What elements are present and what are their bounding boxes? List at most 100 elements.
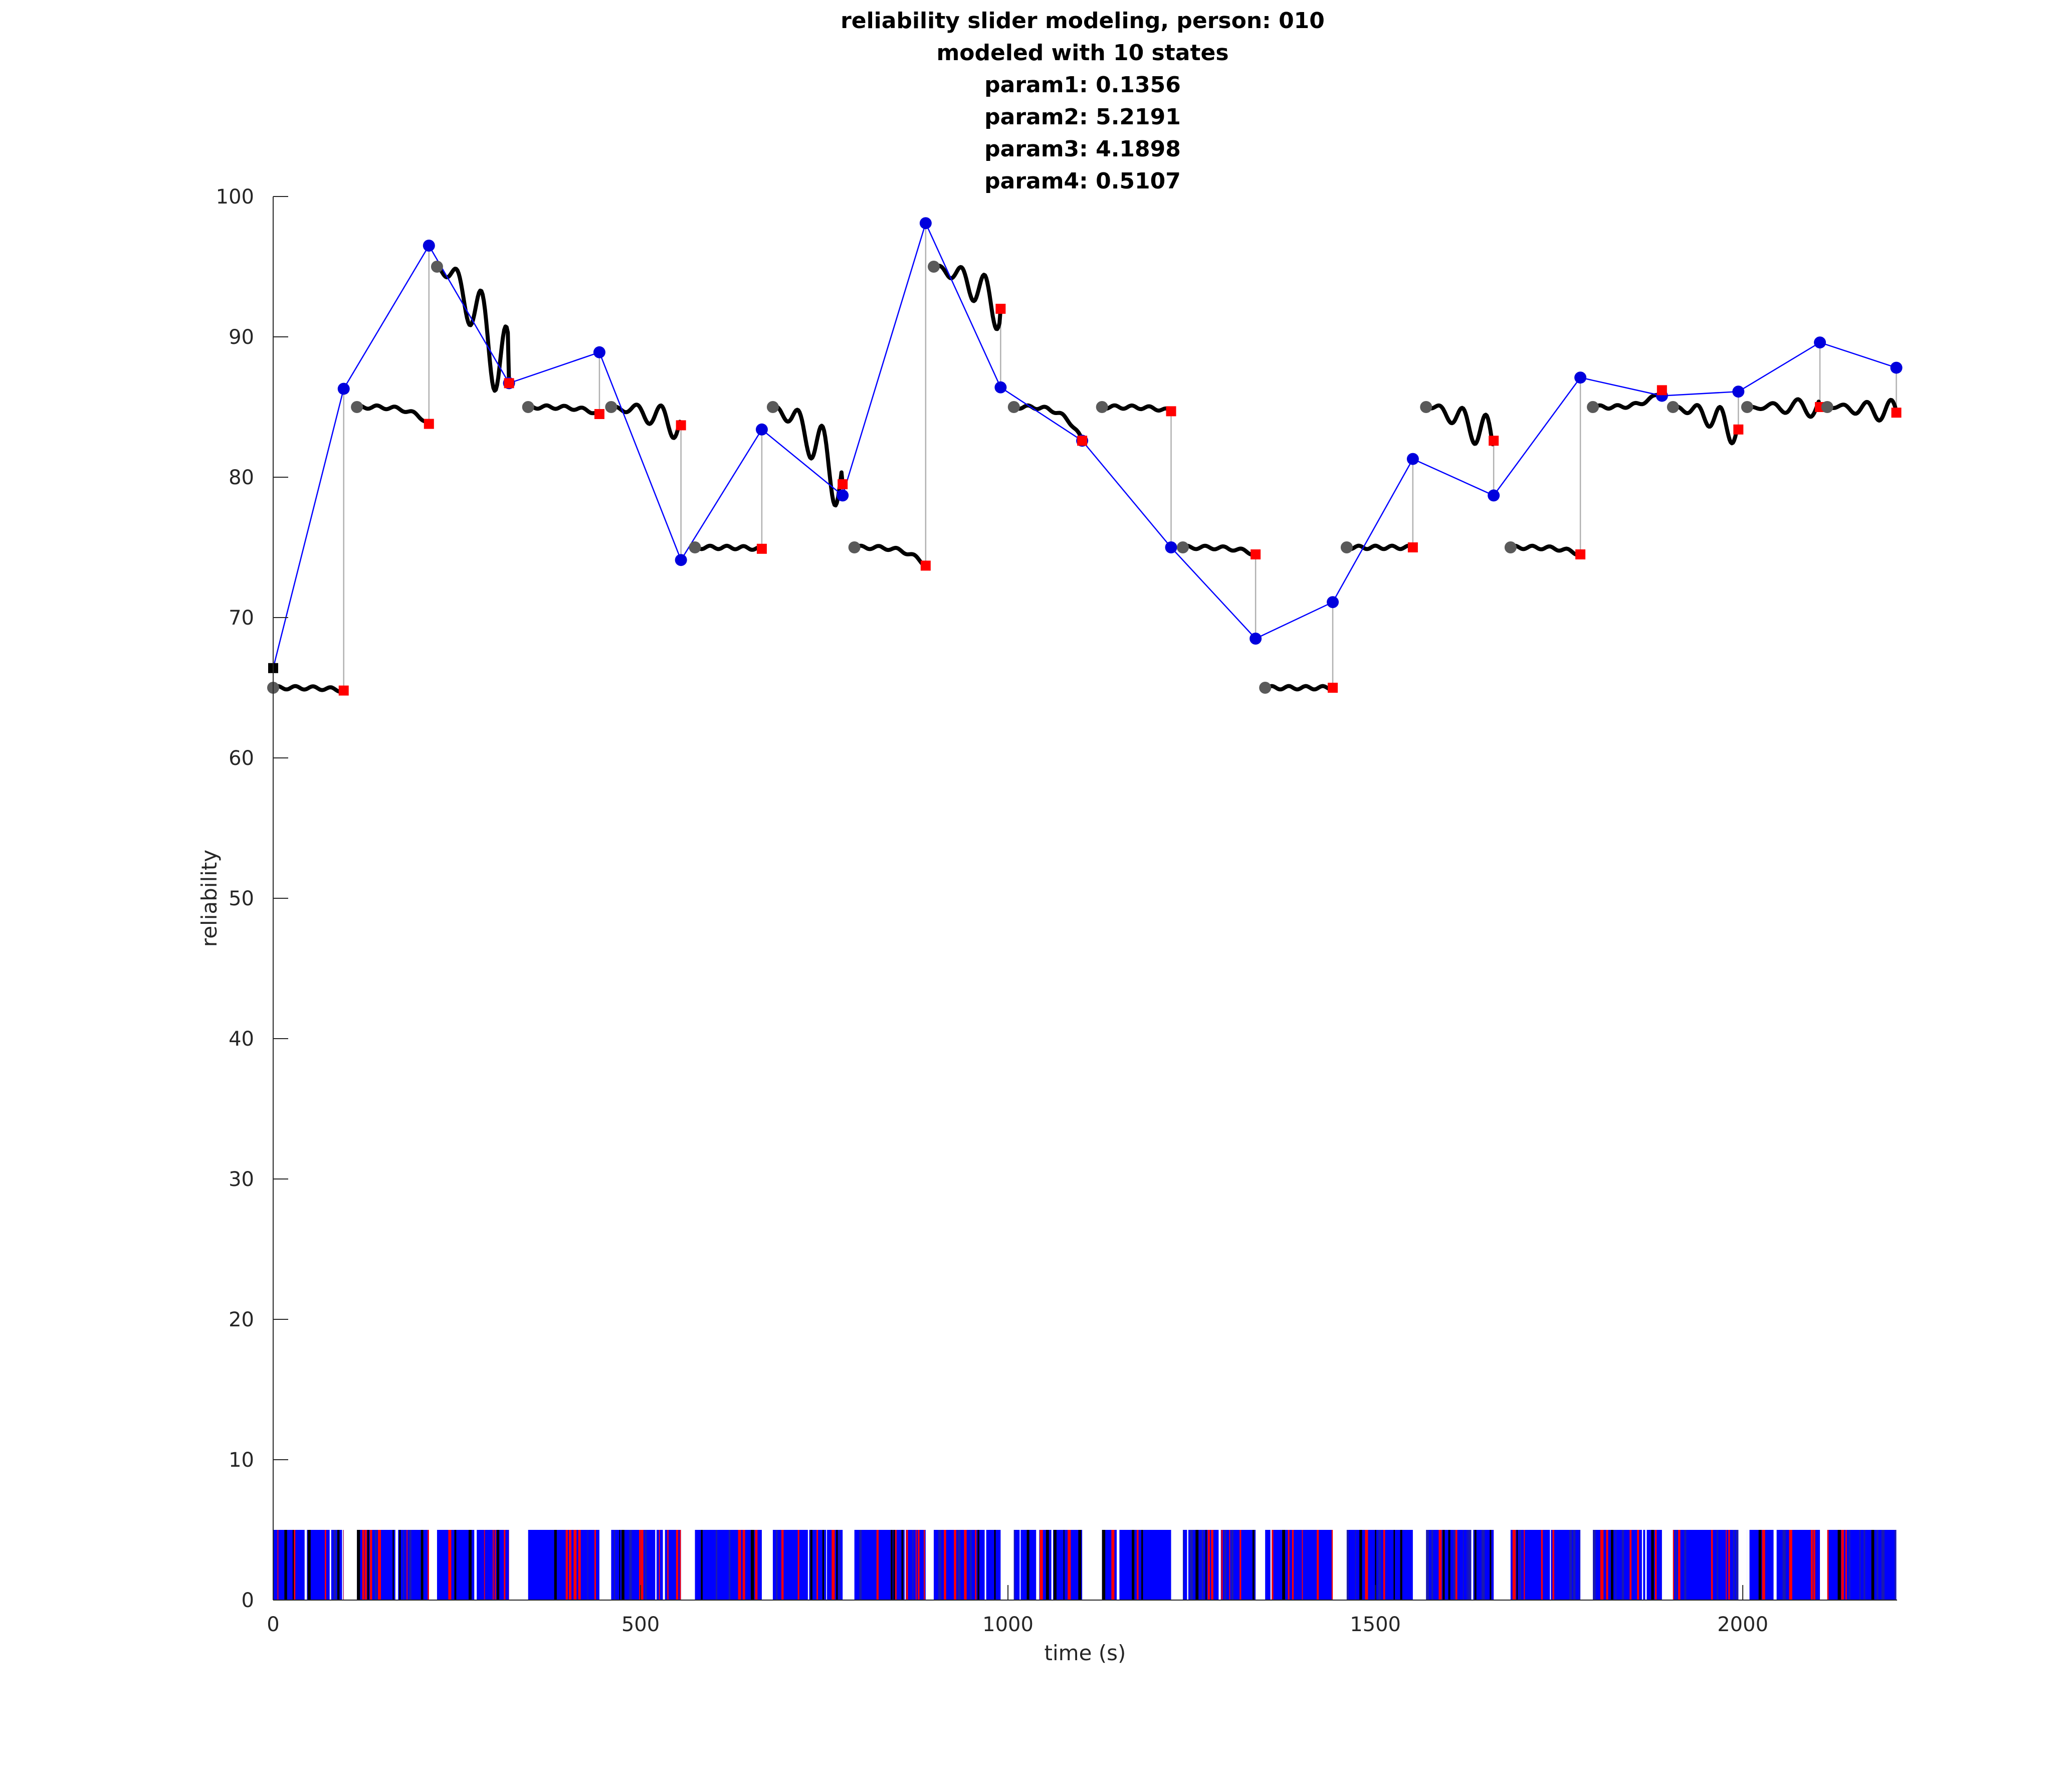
model-point bbox=[423, 240, 435, 252]
segment-start-marker bbox=[1587, 401, 1599, 413]
event-stripe bbox=[1645, 1530, 1647, 1600]
event-stripe bbox=[1068, 1530, 1071, 1600]
event-stripe bbox=[367, 1530, 369, 1600]
event-stripe bbox=[1239, 1530, 1241, 1600]
model-point bbox=[337, 382, 350, 395]
event-stripe bbox=[406, 1530, 408, 1600]
event-stripe bbox=[1111, 1530, 1115, 1600]
segment-start-marker bbox=[1259, 682, 1272, 694]
event-stripe bbox=[984, 1530, 986, 1600]
slider-trace bbox=[526, 403, 601, 416]
event-stripe bbox=[1463, 1530, 1464, 1600]
event-stripe bbox=[1895, 1530, 1897, 1600]
y-tick-label: 0 bbox=[242, 1589, 254, 1612]
event-stripe bbox=[370, 1530, 372, 1600]
event-stripe bbox=[1512, 1530, 1516, 1600]
x-tick-label: 1000 bbox=[982, 1613, 1033, 1636]
model-point bbox=[837, 489, 849, 502]
event-stripe bbox=[448, 1530, 452, 1600]
segment-start-marker bbox=[1821, 401, 1833, 413]
event-stripe bbox=[775, 1530, 778, 1600]
segment-start-marker bbox=[1007, 401, 1020, 413]
event-stripe bbox=[1848, 1530, 1850, 1600]
event-stripe bbox=[1841, 1530, 1844, 1600]
event-stripe bbox=[755, 1530, 758, 1600]
model-point bbox=[675, 554, 687, 566]
event-stripe bbox=[362, 1530, 364, 1600]
event-stripe bbox=[1773, 1530, 1777, 1600]
event-stripe bbox=[1292, 1530, 1294, 1600]
event-stripe bbox=[750, 1530, 754, 1600]
event-stripe bbox=[839, 1530, 841, 1600]
model-point bbox=[1890, 361, 1903, 374]
y-tick-label: 60 bbox=[229, 747, 254, 770]
slider-trace bbox=[1181, 543, 1257, 557]
event-stripe bbox=[1726, 1530, 1727, 1600]
event-stripe bbox=[904, 1530, 906, 1600]
event-stripe bbox=[1600, 1530, 1604, 1600]
event-stripe bbox=[578, 1530, 581, 1600]
event-stripe bbox=[1365, 1530, 1368, 1600]
slider-trace bbox=[355, 403, 431, 425]
event-stripe bbox=[742, 1530, 745, 1600]
event-stripe bbox=[1136, 1530, 1139, 1600]
event-stripe bbox=[954, 1530, 956, 1600]
segment-start-marker bbox=[1176, 541, 1189, 553]
event-band-block bbox=[1673, 1530, 1739, 1600]
event-stripe bbox=[1863, 1530, 1866, 1600]
event-stripe bbox=[277, 1530, 279, 1600]
event-stripe bbox=[1141, 1530, 1143, 1600]
event-stripe bbox=[1711, 1530, 1713, 1600]
slider-trace bbox=[1509, 543, 1581, 557]
event-stripe bbox=[1747, 1530, 1750, 1600]
model-point bbox=[1165, 541, 1177, 553]
event-stripe bbox=[325, 1530, 326, 1600]
event-stripe bbox=[1606, 1530, 1608, 1600]
event-stripe bbox=[645, 1530, 647, 1600]
segment-end-marker bbox=[1407, 542, 1418, 552]
slider-trace bbox=[1591, 389, 1664, 411]
event-stripe bbox=[1859, 1530, 1861, 1600]
segment-start-marker bbox=[927, 261, 940, 273]
y-tick-label: 30 bbox=[229, 1168, 254, 1191]
event-stripe bbox=[826, 1530, 827, 1600]
event-stripe bbox=[797, 1530, 799, 1600]
y-tick-label: 40 bbox=[229, 1028, 254, 1051]
event-stripe bbox=[1637, 1530, 1639, 1600]
event-stripe bbox=[307, 1530, 311, 1600]
event-stripe bbox=[374, 1530, 377, 1600]
event-stripe bbox=[1195, 1530, 1199, 1600]
event-stripe bbox=[1040, 1530, 1043, 1600]
segment-end-marker bbox=[504, 378, 514, 388]
title-line: param4: 0.5107 bbox=[984, 168, 1181, 194]
event-stripe bbox=[613, 1530, 615, 1600]
event-stripe bbox=[1426, 1530, 1429, 1600]
y-tick-label: 100 bbox=[216, 185, 254, 209]
y-tick-label: 20 bbox=[229, 1308, 254, 1331]
event-stripe bbox=[399, 1530, 401, 1600]
segment-start-marker bbox=[1504, 541, 1517, 553]
event-stripe bbox=[504, 1530, 506, 1600]
event-stripe bbox=[1881, 1530, 1885, 1600]
slider-trace bbox=[1013, 403, 1084, 442]
event-stripe bbox=[1288, 1530, 1290, 1600]
event-stripe bbox=[1629, 1530, 1632, 1600]
event-stripe bbox=[1187, 1530, 1188, 1600]
slider-traces bbox=[272, 264, 1899, 694]
x-tick-label: 1500 bbox=[1350, 1613, 1401, 1636]
segment-start-marker bbox=[1420, 401, 1432, 413]
segment-end-marker bbox=[1077, 436, 1088, 446]
event-stripe bbox=[1063, 1530, 1065, 1600]
event-stripe bbox=[1272, 1530, 1274, 1600]
event-stripe bbox=[1036, 1530, 1040, 1600]
event-stripe bbox=[1442, 1530, 1445, 1600]
event-stripe bbox=[836, 1530, 838, 1600]
event-stripe bbox=[474, 1530, 477, 1600]
event-stripe bbox=[1490, 1530, 1492, 1600]
event-stripe bbox=[294, 1530, 296, 1600]
segment-end-marker bbox=[1166, 406, 1176, 417]
event-stripe bbox=[333, 1530, 336, 1600]
segment-end-marker bbox=[1891, 408, 1902, 418]
model-point bbox=[593, 346, 605, 358]
event-stripe bbox=[1552, 1530, 1554, 1600]
